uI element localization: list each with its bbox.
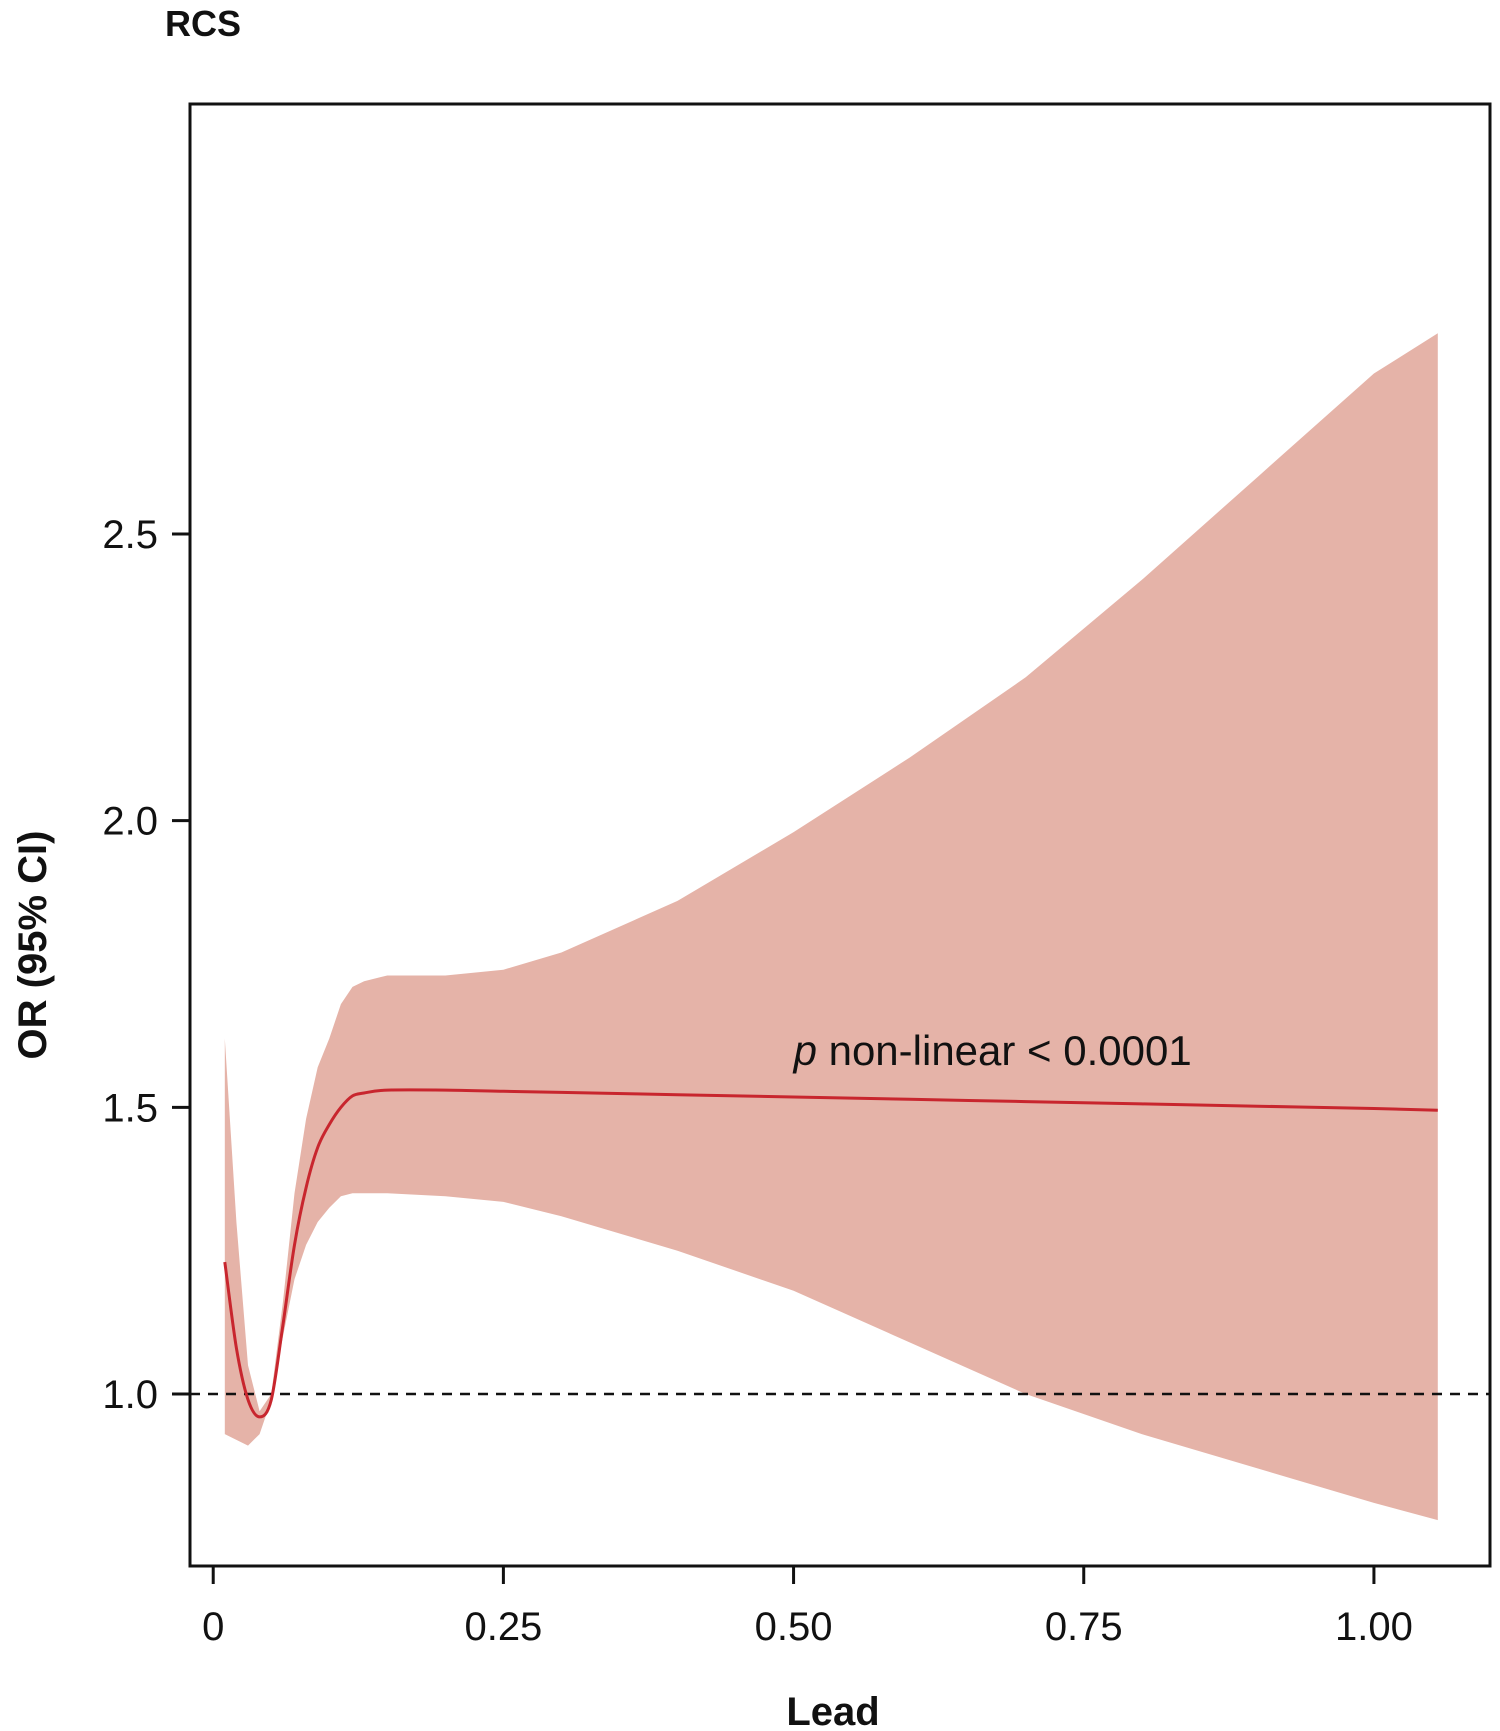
confidence-band — [224, 333, 1438, 1521]
x-tick-label: 0 — [202, 1605, 224, 1649]
y-tick-label: 2.0 — [102, 800, 158, 844]
plot-frame — [188, 102, 1492, 1568]
x-axis: 0 0.25 0.50 0.75 1.00 — [202, 1566, 1413, 1649]
y-tick-label: 1.0 — [102, 1373, 158, 1417]
y-tick-label: 2.5 — [102, 513, 158, 557]
y-axis-label: OR (95% CI) — [11, 831, 55, 1060]
y-tick-label: 1.5 — [102, 1086, 158, 1130]
p-symbol: p — [792, 1027, 817, 1074]
p-value-text: non-linear < 0.0001 — [817, 1027, 1192, 1074]
p-value-annotation: p non-linear < 0.0001 — [792, 1027, 1192, 1074]
odds-ratio-line — [223, 1088, 1438, 1419]
x-tick-label: 0.50 — [755, 1605, 833, 1649]
chart-title: RCS — [165, 3, 241, 44]
x-axis-label: Lead — [786, 1690, 879, 1731]
x-tick-label: 1.00 — [1335, 1605, 1413, 1649]
x-tick-label: 0.25 — [464, 1605, 542, 1649]
y-axis: 1.0 1.5 2.0 2.5 — [102, 513, 190, 1417]
x-tick-label: 0.75 — [1045, 1605, 1123, 1649]
